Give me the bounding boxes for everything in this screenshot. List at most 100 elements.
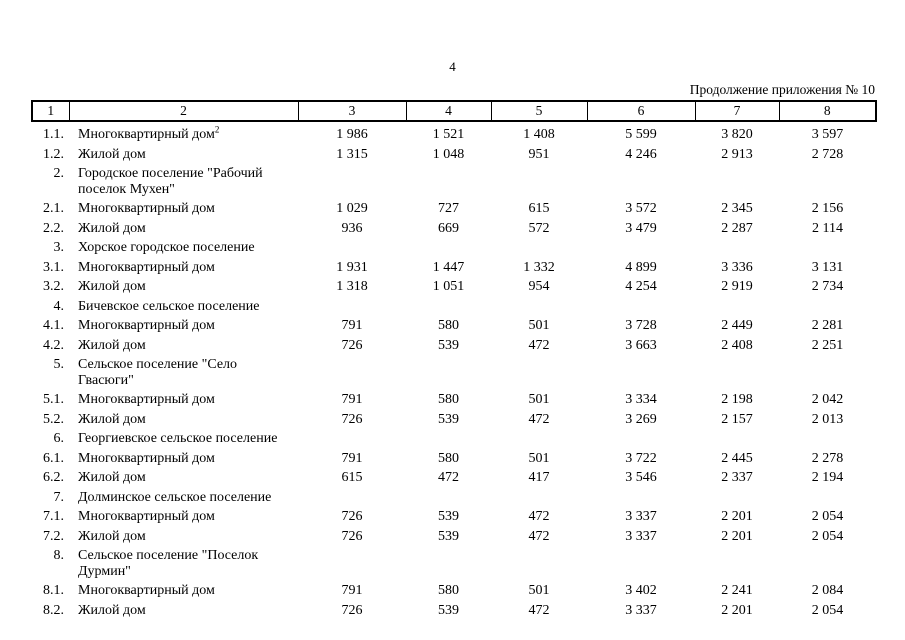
value-cell: 2 913 [721,146,753,162]
value-cell [491,429,587,449]
value-cell: 472 [528,509,550,524]
row-label-cell: Многоквартирный дом [69,581,298,601]
value-cell: 2 201 [721,602,753,618]
value-cell: 1 332 [523,259,555,275]
value-cell [298,238,406,258]
value-cell [695,164,779,199]
row-number-cell: 7.2. [43,528,64,544]
value-cell: 2 281 [811,318,844,333]
value-cell [779,546,876,581]
row-label-cell: Многоквартирный дом2 [69,121,298,145]
value-cell [298,429,406,449]
value-cell: 4 899 [625,259,657,275]
value-cell [298,355,406,390]
value-cell: 539 [438,337,459,353]
value-cell: 1 048 [432,146,465,162]
row-label: Многоквартирный дом [78,583,215,598]
row-number-cell: 6. [53,431,65,446]
row-number-cell: 8.1. [43,583,64,598]
value-cell [491,297,587,317]
row-label-cell: Бичевское сельское поселение [69,297,298,317]
value-cell: 2 054 [811,528,844,544]
value-cell [587,429,695,449]
value-cell [406,355,491,390]
column-header: 8 [778,100,877,122]
value-cell: 951 [528,146,550,162]
value-cell: 2 054 [811,602,844,618]
row-label: Бичевское сельское поселение [78,298,260,314]
value-cell: 2 241 [721,583,753,598]
row-number-cell: 6.2. [43,470,64,485]
value-cell: 501 [528,450,550,466]
row-number-cell: 4.2. [43,337,64,353]
row-label-cell: Многоквартирный дом [69,507,298,527]
row-label-cell: Жилой дом [69,219,298,239]
value-cell: 1 931 [336,259,368,275]
value-cell: 2 201 [721,509,753,524]
row-label: Георгиевское сельское поселение [78,431,278,446]
row-label-cell: Сельское поселение "Село Гвасюги" [69,355,298,390]
value-cell: 791 [341,450,363,466]
value-cell: 572 [528,220,550,236]
row-number-cell: 8.2. [43,602,64,618]
row-label: Долминское сельское поселение [78,489,272,505]
row-label: Хорское городское поселение [78,240,255,255]
column-header: 6 [586,100,696,122]
value-cell: 2 919 [721,279,753,294]
value-cell: 3 131 [811,259,844,275]
table-row: 3.1. Многоквартирный дом 1 931 1 447 1 332 4 … [32,258,876,278]
value-cell [779,164,876,199]
table-row: 5.2. Жилой дом 726 539 472 3 269 2 157 2 013 [32,410,876,430]
value-cell: 2 408 [721,337,753,353]
value-cell [406,238,491,258]
value-cell: 472 [528,411,550,427]
table-row: 4.1. Многоквартирный дом 791 580 501 3 728 2 4… [32,316,876,336]
value-cell [406,164,491,199]
value-cell [406,546,491,581]
value-cell: 580 [438,450,459,466]
value-cell: 539 [438,411,459,427]
value-cell: 2 251 [811,337,844,353]
row-label-cell: Жилой дом [69,468,298,488]
value-cell: 501 [528,392,550,407]
table-row: 6.2. Жилой дом 615 472 417 3 546 2 337 2 194 [32,468,876,488]
value-cell: 791 [341,392,363,407]
row-label: Сельское поселение "Село Гвасюги" [78,357,238,388]
value-cell: 3 546 [625,470,657,485]
row-label: Многоквартирный дом [78,450,215,466]
value-cell [298,297,406,317]
value-cell [491,164,587,199]
value-cell [587,164,695,199]
row-label: Многоквартирный дом [78,392,215,407]
value-cell: 2 345 [721,201,753,216]
row-label: Жилой дом [78,470,146,485]
column-header: 7 [694,100,780,122]
value-cell [779,238,876,258]
row-label: Сельское поселение "Поселок Дурмин" [78,548,259,579]
value-cell: 472 [528,528,550,544]
value-cell: 580 [438,583,459,598]
value-cell: 615 [528,201,550,216]
row-number-cell: 4. [53,298,65,314]
value-cell [298,164,406,199]
value-cell: 2 337 [721,470,753,485]
row-label-superscript: 2 [214,124,220,135]
value-cell: 669 [438,220,459,236]
table-row: 3. Хорское городское поселение [32,238,876,258]
value-cell: 501 [528,318,550,333]
table-row: 1.2. Жилой дом 1 315 1 048 951 4 246 2 913 2 72… [32,145,876,165]
column-header: 1 [31,100,70,122]
row-number-cell: 2. [53,166,65,181]
row-label-cell: Сельское поселение "Поселок Дурмин" [69,546,298,581]
value-cell: 472 [438,470,459,485]
value-cell [695,355,779,390]
row-label: Жилой дом [78,279,146,294]
row-label: Многоквартирный дом [78,259,215,275]
row-number-cell: 3.1. [43,259,64,275]
value-cell: 3 722 [625,450,657,466]
value-cell: 2 728 [811,146,844,162]
row-number-cell: 5. [53,357,65,372]
value-cell: 1 029 [336,201,368,216]
table-row: 4. Бичевское сельское поселение [32,297,876,317]
